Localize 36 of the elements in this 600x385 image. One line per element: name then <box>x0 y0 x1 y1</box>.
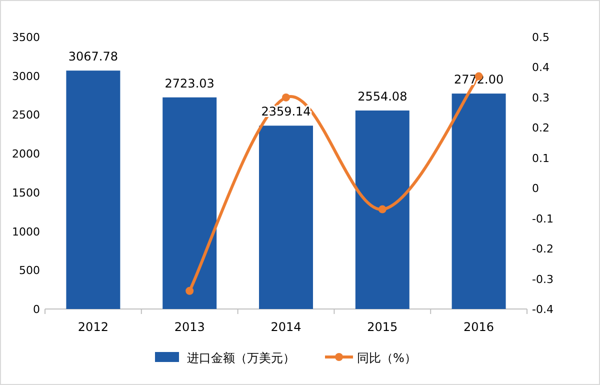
y2-tick-label: -0.2 <box>532 242 554 256</box>
y-tick-label: 2500 <box>12 108 40 122</box>
y2-tick-label: -0.1 <box>532 212 554 226</box>
y2-tick-label: 0.4 <box>532 61 550 74</box>
y2-tick-label: 0.5 <box>532 31 550 44</box>
y-tick-label: 500 <box>19 264 40 278</box>
y-tick-label: 0 <box>33 303 40 316</box>
data-label: 2554.08 <box>358 90 408 104</box>
data-label: 2723.03 <box>164 76 214 90</box>
y2-tick-label: 0.3 <box>532 91 550 104</box>
data-label: 3067.78 <box>68 50 118 64</box>
y-tick-label: 3500 <box>12 31 40 44</box>
y-tick-label: 1500 <box>12 186 40 200</box>
x-tick-label: 2014 <box>270 320 302 334</box>
point <box>186 286 194 295</box>
x-tick-label: 2012 <box>78 320 108 334</box>
y-tick-label: 3000 <box>12 70 40 83</box>
y2-tick-label: 0 <box>532 182 539 196</box>
y2-tick-label: -0.4 <box>532 303 554 316</box>
x-tick-label: 2013 <box>174 320 205 334</box>
x-tick-label: 2015 <box>367 320 398 334</box>
legend-label: 同比（%） <box>357 351 416 365</box>
bar <box>355 110 410 309</box>
point <box>282 93 290 102</box>
bar <box>162 97 217 309</box>
bar <box>452 94 506 309</box>
bar <box>259 126 313 309</box>
y-tick-label: 1000 <box>12 225 40 238</box>
y2-tick-label: 0.1 <box>532 152 550 165</box>
y-tick-label: 2000 <box>12 148 40 161</box>
x-tick-label: 2016 <box>464 320 494 334</box>
bar <box>66 70 120 309</box>
y2-tick-label: -0.3 <box>532 272 554 286</box>
point <box>378 205 386 214</box>
legend-label: 进口金额（万美元） <box>187 351 295 365</box>
y2-tick-label: 0.2 <box>532 122 550 135</box>
